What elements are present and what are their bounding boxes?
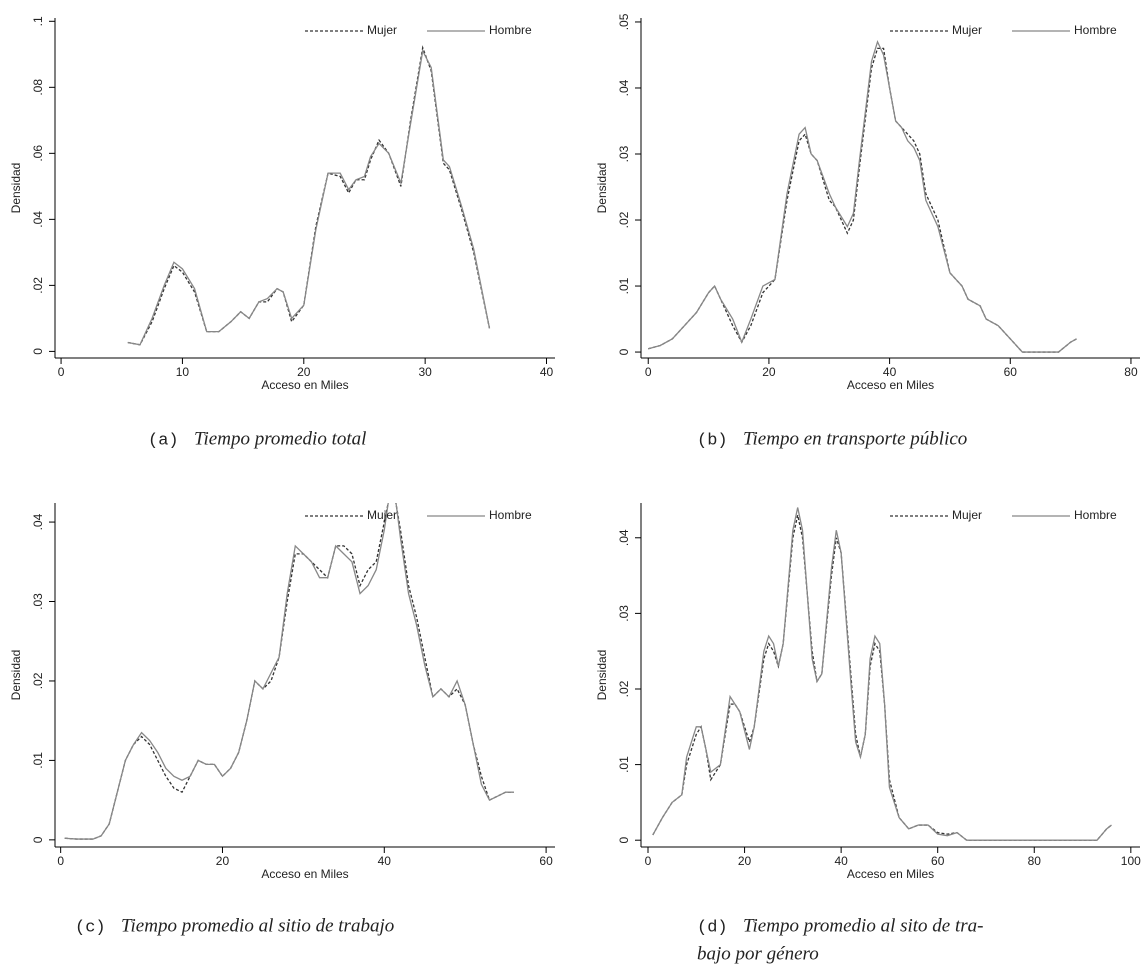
- y-axis-label: Densidad: [9, 163, 23, 214]
- x-tick-label: 40: [378, 854, 392, 868]
- x-axis-label: Acceso en Miles: [261, 867, 348, 881]
- legend-label: Mujer: [367, 23, 397, 37]
- y-tick-label: .08: [31, 79, 45, 96]
- series-line: [127, 48, 491, 346]
- x-tick-label: 40: [834, 854, 848, 868]
- y-tick-label: .1: [31, 16, 45, 26]
- chart-panel: 0 .01 .02 .03 .04 0 20 40 60 80 100 Acceso en Miles…: [595, 503, 1141, 964]
- x-tick-label: 100: [1121, 854, 1141, 868]
- y-axis-label: Densidad: [9, 650, 23, 701]
- y-tick-label: .04: [617, 79, 631, 96]
- y-tick-label: .06: [31, 145, 45, 162]
- y-tick-label: .02: [617, 211, 631, 228]
- caption-label: (c): [75, 918, 106, 937]
- y-tick-label: .02: [31, 277, 45, 294]
- caption: bajo por género: [697, 943, 819, 964]
- x-tick-label: 20: [297, 365, 311, 379]
- x-tick-label: 80: [1124, 365, 1138, 379]
- chart-panel: 0 .02 .04 .06 .08 .1 0 10 20 30 40 Acceso en Miles D…: [9, 16, 555, 450]
- x-tick-label: 40: [883, 365, 897, 379]
- x-tick-label: 60: [1004, 365, 1018, 379]
- y-tick-label: .03: [617, 605, 631, 622]
- x-axis-label: Acceso en Miles: [847, 378, 934, 392]
- x-tick-label: 20: [738, 854, 752, 868]
- legend-label: Mujer: [367, 508, 397, 522]
- y-tick-label: .04: [31, 211, 45, 228]
- x-axis-label: Acceso en Miles: [847, 867, 934, 881]
- x-tick-label: 60: [931, 854, 945, 868]
- legend-label: Hombre: [489, 508, 532, 522]
- y-tick-label: 0: [31, 348, 45, 355]
- legend-label: Mujer: [952, 23, 982, 37]
- x-tick-label: 20: [762, 365, 776, 379]
- x-tick-label: 30: [418, 365, 432, 379]
- y-tick-label: .04: [31, 513, 45, 530]
- y-axis-label: Densidad: [595, 650, 609, 701]
- y-tick-label: .02: [31, 672, 45, 689]
- chart-panel: 0 .01 .02 .03 .04 .05 0 20 40 60 80 Acceso en Miles…: [595, 13, 1140, 450]
- y-tick-label: .04: [617, 529, 631, 546]
- chart-panel: 0 .01 .02 .03 .04 0 20 40 60 Acceso en Miles Densi…: [9, 503, 555, 937]
- y-tick-label: 0: [31, 836, 45, 843]
- y-tick-label: 0: [617, 837, 631, 844]
- series-line: [648, 47, 1077, 353]
- y-tick-label: .05: [617, 13, 631, 30]
- y-tick-label: .01: [31, 752, 45, 769]
- caption: Tiempo promedio total: [194, 428, 366, 449]
- y-tick-label: .03: [617, 145, 631, 162]
- x-tick-label: 0: [57, 854, 64, 868]
- series-line: [64, 503, 514, 840]
- caption: Tiempo en transporte público: [743, 428, 967, 449]
- legend-label: Hombre: [489, 23, 532, 37]
- caption: Tiempo promedio al sito de tra-: [743, 915, 984, 936]
- x-tick-label: 0: [645, 854, 652, 868]
- y-tick-label: .02: [617, 680, 631, 697]
- y-tick-label: .03: [31, 593, 45, 610]
- caption-label: (b): [697, 431, 728, 450]
- series-line: [127, 45, 491, 346]
- x-tick-label: 0: [645, 365, 652, 379]
- x-tick-label: 20: [216, 854, 230, 868]
- x-tick-label: 10: [176, 365, 190, 379]
- y-tick-label: .01: [617, 277, 631, 294]
- y-tick-label: 0: [617, 348, 631, 355]
- y-tick-label: .01: [617, 756, 631, 773]
- y-axis-label: Densidad: [595, 163, 609, 214]
- x-axis-label: Acceso en Miles: [261, 378, 348, 392]
- x-tick-label: 40: [540, 365, 554, 379]
- caption-label: (d): [697, 918, 728, 937]
- caption-label: (a): [148, 431, 179, 450]
- x-tick-label: 0: [58, 365, 65, 379]
- legend-label: Mujer: [952, 508, 982, 522]
- caption: Tiempo promedio al sitio de trabajo: [121, 915, 394, 936]
- x-tick-label: 60: [539, 854, 553, 868]
- series-line: [648, 39, 1077, 353]
- series-line: [64, 503, 514, 840]
- x-tick-label: 80: [1028, 854, 1042, 868]
- legend-label: Hombre: [1074, 23, 1117, 37]
- series-line: [652, 507, 1112, 841]
- legend-label: Hombre: [1074, 508, 1117, 522]
